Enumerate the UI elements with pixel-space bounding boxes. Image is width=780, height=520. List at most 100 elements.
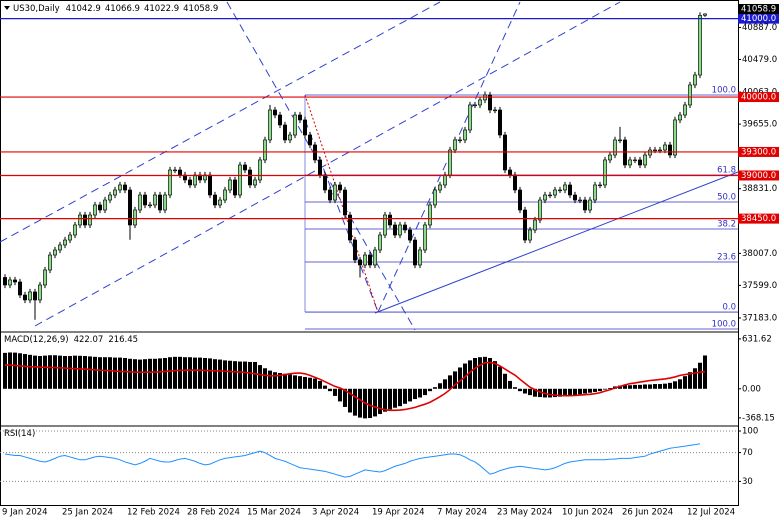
y-tick-label: 38007.0 bbox=[742, 249, 777, 259]
macd-bar bbox=[458, 367, 462, 389]
macd-bar bbox=[603, 388, 607, 390]
candle-body bbox=[467, 104, 472, 131]
macd-bar bbox=[623, 385, 627, 389]
candle-body bbox=[52, 249, 57, 256]
y-tick-label: 100 bbox=[742, 427, 758, 437]
x-tick-label: 23 May 2024 bbox=[497, 508, 552, 518]
macd-bar bbox=[638, 384, 642, 389]
level-label: 38450.0 bbox=[741, 214, 776, 224]
x-tick-label: 25 Jan 2024 bbox=[62, 508, 113, 518]
symbol-header: US30,Daily 41042.9 41066.9 41022.9 41058.9 bbox=[13, 4, 218, 14]
macd-bar bbox=[343, 388, 347, 407]
candle-body bbox=[672, 119, 677, 156]
y-tick-label: 30 bbox=[742, 477, 753, 487]
trend-line bbox=[304, 119, 379, 313]
candle-body bbox=[262, 139, 267, 161]
candle-body bbox=[42, 269, 47, 286]
macd-bar bbox=[468, 360, 472, 389]
macd-bar bbox=[218, 359, 222, 389]
macd-bar bbox=[523, 388, 527, 394]
candle-body bbox=[682, 104, 687, 116]
candle-body bbox=[213, 194, 218, 206]
macd-bar bbox=[533, 388, 537, 397]
candle-body bbox=[547, 194, 552, 197]
macd-bar bbox=[93, 356, 97, 389]
candle-body bbox=[73, 224, 78, 236]
trend-line bbox=[34, 1, 621, 327]
macd-bar bbox=[153, 358, 157, 389]
x-tick-label: 26 Jun 2024 bbox=[622, 508, 673, 518]
candle-body bbox=[612, 139, 617, 156]
candle-body bbox=[327, 189, 332, 201]
x-tick-label: 9 Jan 2024 bbox=[2, 508, 48, 518]
candle-body bbox=[507, 169, 512, 176]
macd-header: MACD(12,26,9) 422.07 216.45 bbox=[4, 335, 138, 345]
candle-body bbox=[357, 259, 362, 266]
last-open: 41042.9 bbox=[66, 4, 101, 14]
candle-body bbox=[642, 154, 647, 166]
candle-body bbox=[307, 134, 312, 146]
price-label-box bbox=[738, 3, 779, 14]
macd-bar bbox=[398, 388, 402, 407]
candle-body bbox=[173, 169, 178, 172]
fib-label: 38.2 bbox=[717, 219, 736, 229]
candle-body bbox=[158, 194, 163, 211]
macd-bar bbox=[473, 358, 477, 389]
candle-body bbox=[113, 189, 118, 196]
macd-bar bbox=[438, 383, 442, 389]
candle-body bbox=[257, 159, 262, 181]
macd-bar bbox=[123, 358, 127, 389]
candle-body bbox=[93, 204, 98, 216]
fib-label: 50.0 bbox=[717, 192, 736, 202]
candle-body bbox=[287, 134, 292, 141]
candle-body bbox=[8, 279, 13, 286]
macd-bar bbox=[393, 388, 397, 408]
macd-bar bbox=[563, 388, 567, 397]
macd-bar bbox=[68, 356, 72, 389]
macd-bar bbox=[163, 358, 167, 389]
macd-bar bbox=[548, 388, 552, 398]
candle-body bbox=[437, 184, 442, 191]
macd-bar bbox=[313, 378, 317, 389]
candle-body bbox=[223, 189, 228, 201]
macd-bar bbox=[403, 388, 407, 404]
macd-bar bbox=[228, 360, 232, 389]
candle-body bbox=[83, 214, 88, 226]
macd-bar bbox=[528, 388, 532, 396]
candle-body bbox=[57, 244, 62, 251]
macd-bar bbox=[628, 385, 632, 389]
candle-body bbox=[447, 149, 452, 176]
candle-body bbox=[542, 194, 547, 201]
candle-body bbox=[557, 189, 562, 192]
macd-bar bbox=[208, 358, 212, 389]
candle-body bbox=[407, 229, 412, 241]
candle-body bbox=[572, 194, 577, 201]
candle-body bbox=[582, 199, 587, 211]
level-label: 41000.0 bbox=[741, 14, 776, 24]
macd-bar bbox=[238, 361, 242, 389]
macd-bar bbox=[573, 388, 577, 396]
macd-bar bbox=[13, 352, 17, 389]
macd-bar bbox=[278, 373, 282, 389]
macd-bar bbox=[428, 388, 432, 392]
y-tick-label: 38831.0 bbox=[742, 184, 777, 194]
macd-bar bbox=[698, 362, 702, 389]
macd-bar bbox=[188, 357, 192, 389]
macd-title: MACD(12,26,9) bbox=[4, 335, 69, 345]
menu-triangle[interactable] bbox=[4, 6, 10, 10]
x-tick-label: 12 Feb 2024 bbox=[127, 508, 180, 518]
candle-body bbox=[472, 104, 477, 107]
symbol: US30,Daily bbox=[13, 4, 60, 14]
macd-bar bbox=[498, 366, 502, 389]
fib-label: 61.8 bbox=[717, 166, 736, 176]
y-tick-label: 37183.0 bbox=[742, 313, 777, 323]
candle-body bbox=[387, 214, 392, 226]
macd-bar bbox=[73, 355, 77, 389]
candle-body bbox=[347, 214, 352, 241]
candle-body bbox=[233, 179, 238, 196]
candle-body bbox=[143, 194, 148, 206]
candle-body bbox=[677, 114, 682, 121]
y-tick-label: 70 bbox=[742, 448, 753, 458]
macd-bar bbox=[643, 384, 647, 389]
candle-body bbox=[133, 209, 138, 226]
